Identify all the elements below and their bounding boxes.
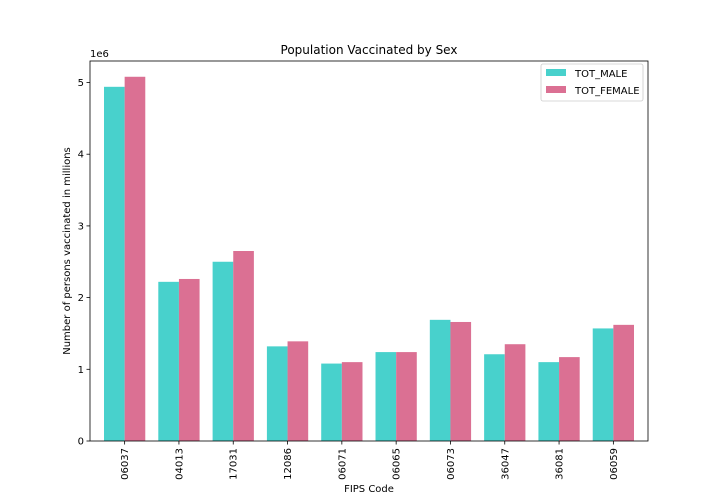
chart-title: Population Vaccinated by Sex <box>281 43 458 57</box>
plot-area-frame <box>89 60 649 442</box>
x-axis: 06037 04013 17031 12086 06071 06065 06073 36047… <box>120 441 620 480</box>
legend-box <box>540 63 644 102</box>
x-tick-label-06073: 06073 <box>446 448 457 480</box>
x-tick-label-06071: 06071 <box>337 448 348 480</box>
bars-group <box>104 76 634 442</box>
y-tick-label: 5 <box>78 78 84 89</box>
y-axis: 0 1 2 3 4 5 <box>78 78 90 448</box>
bar-tot-male-12086 <box>266 346 288 441</box>
bar-tot-male-06065 <box>375 352 397 441</box>
x-axis-label: FIPS Code <box>344 484 394 495</box>
bar-tot-male-36047 <box>484 354 505 441</box>
x-tick-label-36081: 36081 <box>555 448 566 480</box>
bar-tot-female-06071 <box>341 362 363 441</box>
legend-swatch-tot-male <box>546 69 566 76</box>
bar-tot-female-36047 <box>504 344 526 441</box>
x-tick-label-06059: 06059 <box>609 448 620 480</box>
legend-swatch-tot-female <box>546 86 566 93</box>
y-axis-label: Number of persons vaccinated in millions <box>62 147 73 355</box>
legend-label-tot-female: TOT_FEMALE <box>574 86 640 97</box>
y-tick-label: 1 <box>78 365 84 376</box>
bar-tot-male-06059 <box>592 328 614 441</box>
bar-tot-female-12086 <box>287 341 309 441</box>
x-tick-label-36047: 36047 <box>500 448 511 480</box>
bar-tot-female-17031 <box>233 251 254 441</box>
bar-tot-male-17031 <box>212 261 234 441</box>
x-tick-label-06037: 06037 <box>120 448 131 480</box>
x-tick-label-04013: 04013 <box>174 448 185 480</box>
bar-tot-female-06037 <box>124 76 146 442</box>
x-tick-label-12086: 12086 <box>283 448 294 480</box>
bar-tot-female-06065 <box>396 352 417 441</box>
bar-tot-male-06037 <box>104 86 125 441</box>
legend: TOT_MALE TOT_FEMALE <box>540 63 644 102</box>
bar-tot-female-04013 <box>178 278 200 441</box>
bar-tot-male-06071 <box>321 363 342 441</box>
bar-tot-female-06059 <box>613 324 634 441</box>
bar-tot-male-06073 <box>429 319 451 441</box>
bar-tot-male-04013 <box>158 281 179 441</box>
y-tick-label: 3 <box>78 221 84 232</box>
y-axis-offset-label: 1e6 <box>90 49 109 60</box>
bar-tot-male-36081 <box>538 362 560 441</box>
bar-tot-female-06073 <box>450 321 472 441</box>
y-tick-label: 4 <box>78 150 84 161</box>
bar-tot-female-36081 <box>559 357 580 441</box>
x-tick-label-17031: 17031 <box>229 448 240 480</box>
y-tick-label: 0 <box>78 437 84 448</box>
y-tick-label: 2 <box>78 293 84 304</box>
x-tick-label-06065: 06065 <box>392 448 403 480</box>
legend-label-tot-male: TOT_MALE <box>574 69 627 80</box>
